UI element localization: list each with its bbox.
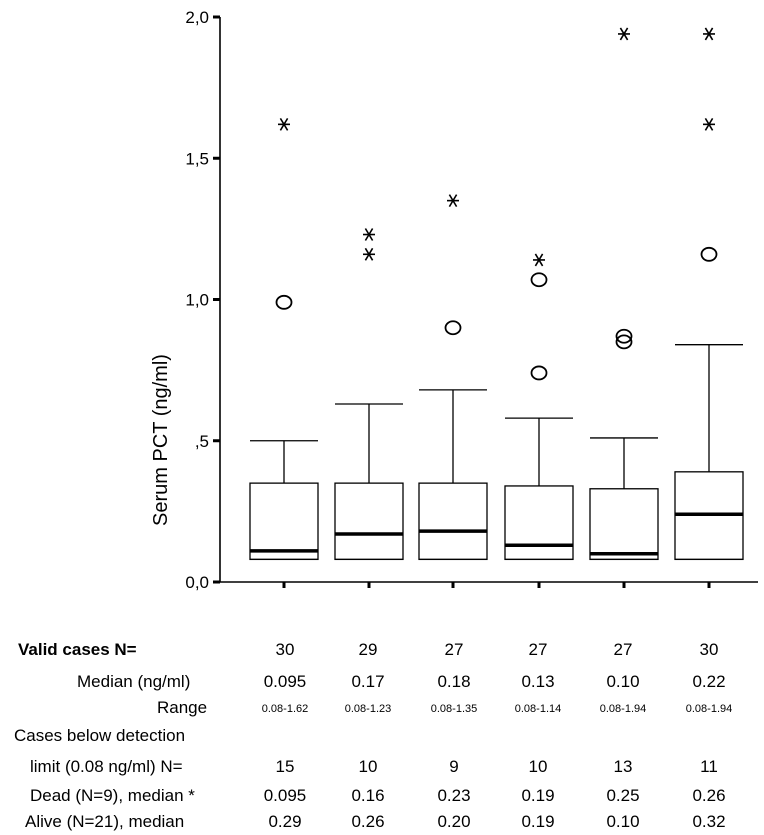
median-cell: 0.13	[521, 672, 555, 691]
alive-median-cell: 0.26	[351, 812, 385, 831]
range-cell: 0.08-1.94	[599, 703, 647, 715]
median-cell: 0.095	[263, 672, 307, 691]
extreme-marker-stroke	[704, 27, 714, 41]
dead-median-cell: 0.23	[437, 786, 471, 805]
extreme-marker	[533, 253, 545, 267]
extreme-marker-stroke	[704, 117, 714, 131]
iqr-box	[589, 488, 659, 561]
range-cell: 0.08-1.23	[344, 703, 392, 715]
extreme-marker-stroke	[279, 117, 289, 131]
y-tick-label: 0,0	[185, 573, 209, 592]
boxplot-chart: 0,0 ,5 1,0 1,5 2,0 day 1 day 2 day 3 day 4 day 7 p…	[150, 8, 758, 600]
outlier-marker	[615, 328, 633, 344]
dead-median-cell: 0.16	[351, 786, 385, 805]
alive-median-cell: 0.20	[437, 812, 471, 831]
extreme-marker	[703, 117, 715, 131]
iqr-box	[334, 482, 404, 561]
x-tick-label: day 3	[432, 597, 474, 600]
median-cell: 0.10	[606, 672, 640, 691]
extreme-marker	[363, 228, 375, 241]
dead-median-cell: 0.25	[606, 786, 640, 805]
y-tick-label: 1,5	[185, 149, 209, 168]
dead-median-label: Dead (N=9), median *	[30, 786, 195, 805]
box-layer	[249, 27, 744, 561]
y-tick-label: 1,0	[185, 291, 209, 310]
iqr-box	[249, 482, 319, 561]
below-detection-label-2: limit (0.08 ng/ml) N=	[30, 757, 183, 776]
y-tick-label: ,5	[195, 432, 209, 451]
alive-median-cell: 0.29	[268, 812, 302, 831]
outlier-marker	[530, 365, 548, 381]
below-detection-label-1: Cases below detection	[14, 726, 186, 745]
median-cell: 0.22	[692, 672, 726, 691]
box-day-4	[504, 253, 574, 561]
valid-cases-cell: 29	[358, 640, 378, 659]
extreme-marker	[447, 194, 459, 208]
extreme-marker-stroke	[364, 228, 374, 241]
box-day-2	[334, 228, 404, 561]
y-axis-title: Serum PCT (ng/ml)	[150, 354, 172, 526]
below-detection-cell: 15	[275, 757, 295, 776]
box-day-3	[418, 194, 488, 561]
extreme-marker-stroke	[534, 253, 544, 267]
iqr-box	[418, 482, 488, 561]
below-detection-cell: 9	[449, 757, 459, 776]
below-detection-cell: 10	[528, 757, 548, 776]
extreme-marker	[278, 117, 290, 131]
valid-cases-label: Valid cases N=	[18, 640, 137, 659]
range-cell: 0.08-1.14	[514, 703, 562, 715]
valid-cases-cell: 30	[275, 640, 295, 659]
range-cell: 0.08-1.35	[430, 703, 478, 715]
iqr-box	[504, 485, 574, 561]
valid-cases-cell: 30	[699, 640, 719, 659]
outlier-marker	[615, 334, 633, 350]
below-detection-cell: 13	[613, 757, 633, 776]
box-day-7	[589, 27, 659, 561]
extreme-marker-stroke	[448, 194, 458, 208]
x-tick-label: peak	[691, 597, 728, 600]
alive-median-label: Alive (N=21), median	[25, 812, 185, 831]
x-tick-label: day 7	[603, 597, 645, 600]
alive-median-cell: 0.32	[692, 812, 726, 831]
outlier-marker	[530, 272, 548, 288]
dead-median-cell: 0.26	[692, 786, 726, 805]
median-cell: 0.17	[351, 672, 385, 691]
valid-cases-cell: 27	[528, 640, 548, 659]
below-detection-cell: 10	[358, 757, 378, 776]
extreme-marker	[618, 27, 630, 41]
range-cell: 0.08-1.62	[261, 703, 309, 715]
box-day-1	[249, 117, 319, 561]
extreme-marker	[703, 27, 715, 41]
median-label: Median (ng/ml)	[77, 672, 191, 691]
below-detection-cell: 11	[700, 757, 718, 776]
axis-layer: 0,0 ,5 1,0 1,5 2,0 day 1 day 2 day 3 day 4 day 7 p…	[185, 8, 758, 600]
dead-median-cell: 0.19	[521, 786, 555, 805]
y-tick-label: 2,0	[185, 8, 209, 27]
x-tick-label: day 4	[518, 597, 560, 600]
outlier-marker	[444, 320, 462, 336]
range-label: Range	[157, 698, 208, 717]
extreme-marker-stroke	[619, 27, 629, 41]
extreme-marker	[363, 247, 375, 261]
range-cell: 0.08-1.94	[685, 703, 733, 715]
extreme-marker-stroke	[364, 247, 374, 261]
outlier-marker	[275, 294, 293, 310]
x-tick-label: day 2	[348, 597, 390, 600]
valid-cases-cell: 27	[444, 640, 464, 659]
median-cell: 0.18	[437, 672, 471, 691]
valid-cases-cell: 27	[613, 640, 633, 659]
outlier-marker	[700, 246, 718, 262]
x-tick-label: day 1	[263, 597, 305, 600]
alive-median-cell: 0.10	[606, 812, 640, 831]
alive-median-cell: 0.19	[521, 812, 555, 831]
box-peak	[674, 27, 744, 561]
dead-median-cell: 0.095	[263, 786, 307, 805]
